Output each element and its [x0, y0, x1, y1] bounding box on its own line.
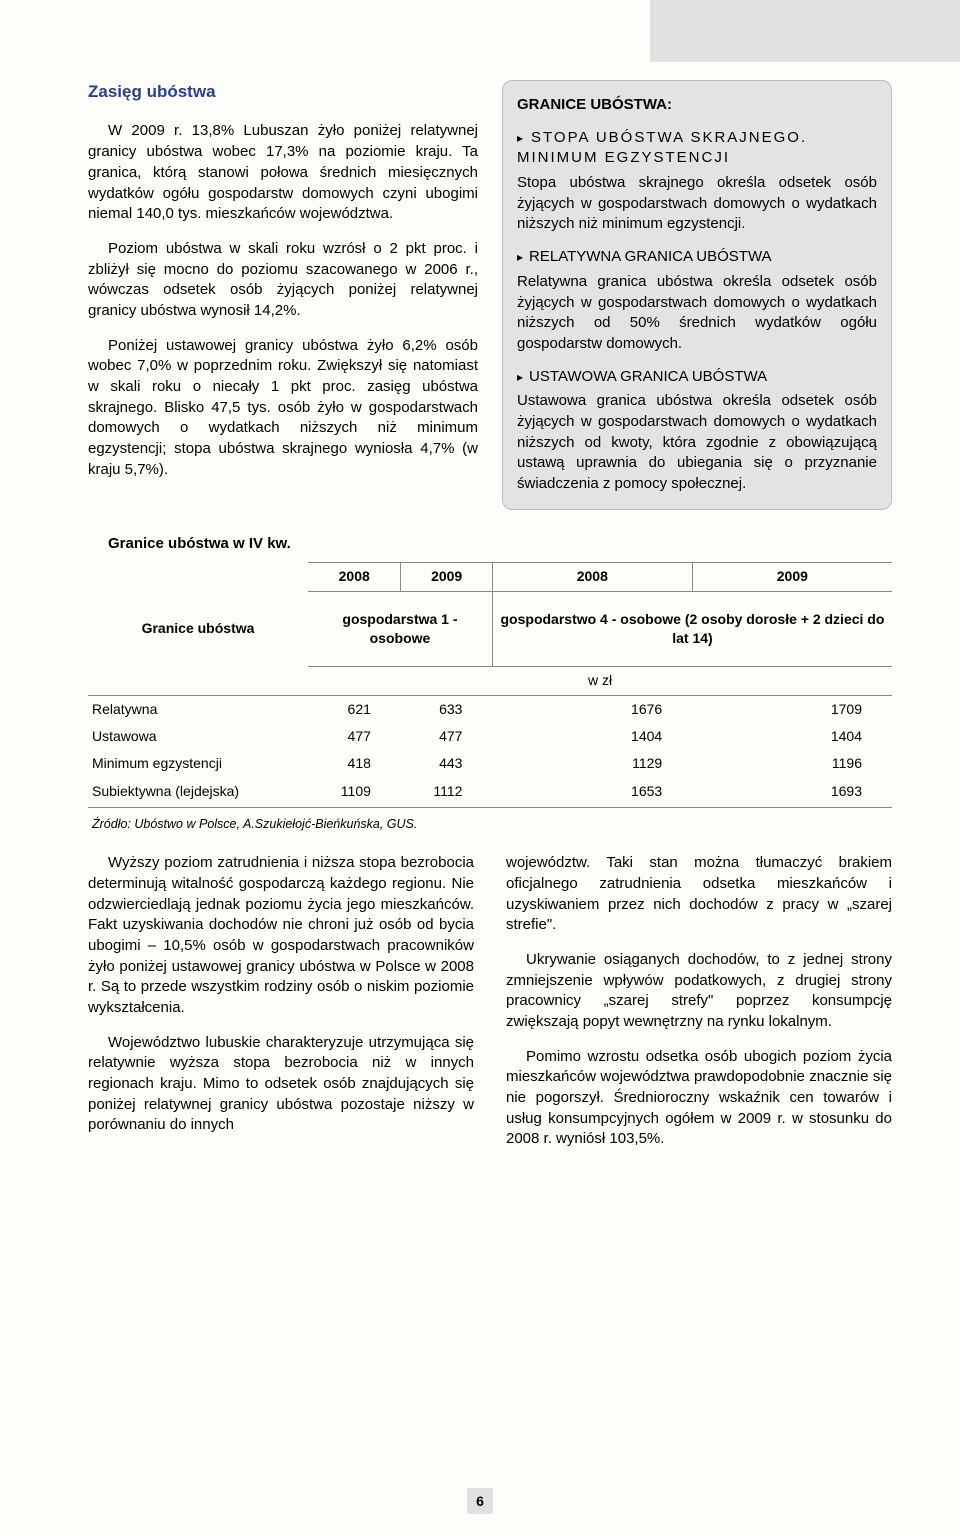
table-row-header-label: Granice ubóstwa — [88, 591, 308, 667]
paragraph: Pomimo wzrostu odsetka osób ubogich pozi… — [506, 1047, 892, 1150]
table-cell: 1404 — [492, 723, 692, 750]
table-cell: 1129 — [492, 750, 692, 777]
paragraph: Poziom ubóstwa w skali roku wzrósł o 2 p… — [88, 239, 478, 322]
info-box: GRANICE UBÓSTWA: STOPA UBÓSTWA SKRAJNEGO… — [502, 80, 892, 510]
info-box-title: GRANICE UBÓSTWA: — [517, 95, 877, 116]
table-row: Subiektywna (lejdejska) 1109 1112 1653 1… — [88, 778, 892, 808]
table-cell: 1676 — [492, 695, 692, 723]
table-cell: Minimum egzystencji — [88, 750, 308, 777]
table-row: Minimum egzystencji 418 443 1129 1196 — [88, 750, 892, 777]
lower-columns: Wyższy poziom zatrudnienia i niższa stop… — [88, 853, 892, 1164]
table-cell: 477 — [308, 723, 401, 750]
paragraph: Ukrywanie osiąganych dochodów, to z jedn… — [506, 950, 892, 1033]
table-year-row: 2008 2009 2008 2009 — [88, 563, 892, 591]
table-header-cell: 2009 — [692, 563, 892, 591]
table-cell: 1109 — [308, 778, 401, 808]
table-header-cell: 2009 — [401, 563, 493, 591]
page-number: 6 — [467, 1488, 493, 1514]
paragraph: W 2009 r. 13,8% Lubuszan żyło poniżej re… — [88, 121, 478, 224]
lower-left-column: Wyższy poziom zatrudnienia i niższa stop… — [88, 853, 474, 1164]
table-row: Ustawowa 477 477 1404 1404 — [88, 723, 892, 750]
paragraph: Poniżej ustawowej granicy ubóstwa żyło 6… — [88, 336, 478, 481]
table-row: Relatywna 621 633 1676 1709 — [88, 695, 892, 723]
table-cell: 1709 — [692, 695, 892, 723]
paragraph: województw. Taki stan można tłumaczyć br… — [506, 853, 892, 936]
info-box-item-head: USTAWOWA GRANICA UBÓSTWA — [517, 367, 877, 388]
table-cell: 1404 — [692, 723, 892, 750]
table-cell: 1196 — [692, 750, 892, 777]
table-cell: 1693 — [692, 778, 892, 808]
table-cell: 418 — [308, 750, 401, 777]
table-title: Granice ubóstwa w IV kw. — [108, 534, 892, 555]
poverty-thresholds-table: 2008 2009 2008 2009 Granice ubóstwa gosp… — [88, 562, 892, 808]
info-box-item-body: Ustawowa granica ubóstwa określa odsetek… — [517, 391, 877, 494]
upper-columns: Zasięg ubóstwa W 2009 r. 13,8% Lubuszan … — [88, 80, 892, 510]
paragraph: Województwo lubuskie charakteryzuje utrz… — [88, 1033, 474, 1136]
table-cell: Subiektywna (lejdejska) — [88, 778, 308, 808]
info-box-item-body: Relatywna granica ubóstwa określa odsete… — [517, 272, 877, 355]
right-column: GRANICE UBÓSTWA: STOPA UBÓSTWA SKRAJNEGO… — [502, 80, 892, 510]
info-box-item-body: Stopa ubóstwa skrajnego określa odsetek … — [517, 173, 877, 235]
table-cell: 443 — [401, 750, 493, 777]
table-unit-cell: w zł — [308, 667, 892, 695]
table-cell: 1653 — [492, 778, 692, 808]
info-box-item-head: STOPA UBÓSTWA SKRAJNEGO. MINIMUM EGZYSTE… — [517, 128, 877, 169]
corner-decoration — [650, 0, 960, 62]
table-cell: Ustawowa — [88, 723, 308, 750]
table-footnote: Źródło: Ubóstwo w Polsce, A.Szukiełojć-B… — [92, 816, 892, 833]
table-group-row: Granice ubóstwa gospodarstwa 1 - osobowe… — [88, 591, 892, 667]
table-group-cell: gospodarstwa 1 - osobowe — [308, 591, 492, 667]
left-column: Zasięg ubóstwa W 2009 r. 13,8% Lubuszan … — [88, 80, 478, 510]
table-unit-row: w zł — [88, 667, 892, 695]
table-cell: 477 — [401, 723, 493, 750]
table-group-cell: gospodarstwo 4 - osobowe (2 osoby dorosł… — [492, 591, 892, 667]
page-content: Zasięg ubóstwa W 2009 r. 13,8% Lubuszan … — [0, 0, 960, 1204]
paragraph: Wyższy poziom zatrudnienia i niższa stop… — [88, 853, 474, 1019]
section-heading: Zasięg ubóstwa — [88, 80, 478, 103]
info-box-item-head: RELATYWNA GRANICA UBÓSTWA — [517, 247, 877, 268]
table-cell: Relatywna — [88, 695, 308, 723]
table-cell: 1112 — [401, 778, 493, 808]
lower-right-column: województw. Taki stan można tłumaczyć br… — [506, 853, 892, 1164]
table-cell: 621 — [308, 695, 401, 723]
table-header-cell: 2008 — [308, 563, 401, 591]
table-header-cell: 2008 — [492, 563, 692, 591]
table-cell: 633 — [401, 695, 493, 723]
